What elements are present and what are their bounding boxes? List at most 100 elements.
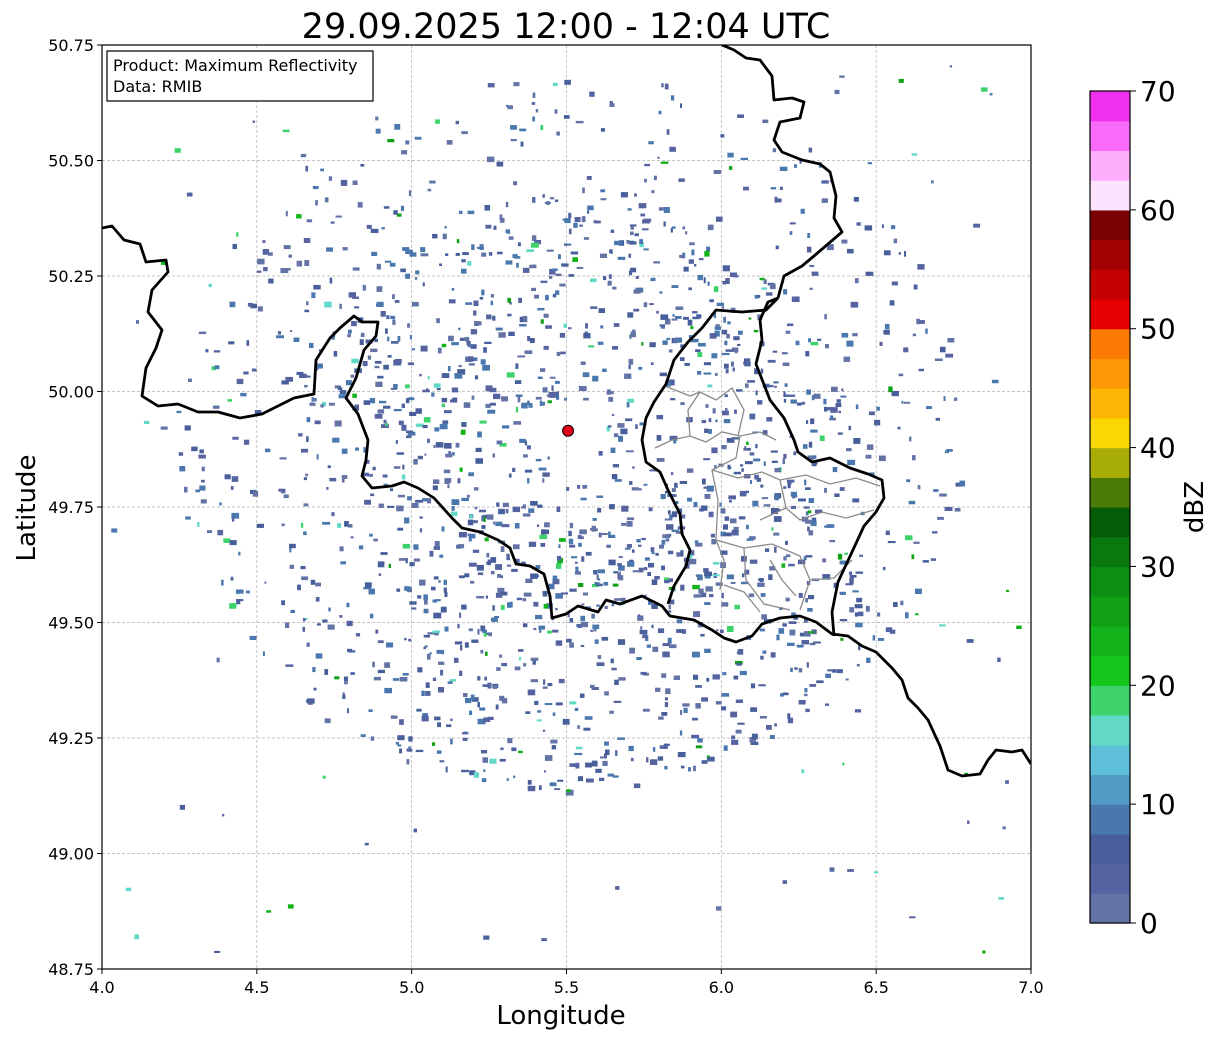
echo-cell: [507, 738, 513, 744]
echo-cell: [596, 495, 604, 498]
echo-cell: [779, 186, 783, 190]
colorbar-band: [1090, 91, 1130, 122]
echo-cell: [433, 612, 442, 619]
echo-cell: [360, 734, 366, 737]
echo-cell: [537, 710, 542, 713]
echo-cell: [405, 273, 410, 279]
echo-cell: [765, 292, 773, 296]
echo-cell: [400, 205, 405, 211]
echo-cell: [611, 413, 615, 417]
echo-cell: [536, 524, 540, 527]
echo-cell: [544, 703, 553, 706]
echo-cell: [568, 274, 575, 277]
echo-cell: [458, 532, 467, 538]
echo-cell: [638, 366, 643, 370]
echo-cell: [374, 360, 382, 364]
echo-cell: [590, 306, 598, 309]
echo-cell: [890, 225, 896, 230]
echo-cell: [745, 383, 749, 388]
echo-cell: [313, 398, 317, 402]
echo-cell: [465, 697, 472, 704]
echo-cell: [714, 373, 718, 376]
echo-cell: [663, 207, 670, 213]
echo-cell: [508, 236, 514, 240]
echo-cell: [925, 328, 928, 334]
echo-cell: [584, 716, 593, 720]
echo-cell: [666, 337, 671, 340]
echo-cell: [363, 587, 372, 590]
echo-cell: [725, 278, 730, 284]
echo-cell: [690, 326, 694, 330]
echo-cell: [235, 589, 244, 594]
echo-cell: [761, 497, 769, 500]
echo-cell: [498, 332, 506, 338]
echo-cell: [789, 222, 796, 225]
echo-cell: [656, 435, 662, 441]
echo-cell: [680, 344, 685, 348]
echo-cell: [748, 593, 755, 598]
echo-cell: [627, 208, 632, 211]
echo-cell: [604, 741, 609, 746]
echo-cell: [858, 645, 861, 651]
colorbar-label: dBZ: [1180, 481, 1210, 533]
echo-cell: [577, 624, 582, 628]
echo-cell: [391, 341, 399, 344]
echo-cell: [433, 383, 441, 388]
echo-cell: [614, 679, 619, 685]
echo-cell: [184, 486, 188, 493]
echo-cell: [554, 380, 560, 384]
echo-cell: [612, 286, 617, 290]
echo-cell: [580, 497, 587, 501]
echo-cell: [680, 584, 685, 591]
echo-cell: [542, 478, 545, 483]
echo-cell: [750, 741, 759, 745]
echo-cell: [422, 713, 428, 719]
echo-cell: [785, 540, 788, 545]
echo-cell: [643, 483, 648, 486]
colorbar-tick-label: 70: [1140, 75, 1176, 108]
echo-cell: [502, 502, 509, 507]
echo-cell: [554, 109, 558, 114]
echo-cell: [847, 869, 854, 872]
x-tick-label: 6.5: [863, 978, 888, 997]
echo-cell: [374, 413, 383, 419]
echo-cell: [265, 448, 271, 453]
echo-cell: [331, 512, 335, 517]
echo-cell: [426, 388, 429, 391]
echo-cell: [477, 718, 486, 725]
echo-cell: [303, 238, 311, 243]
echo-cell: [744, 361, 751, 367]
echo-cell: [656, 458, 665, 462]
echo-cell: [199, 449, 204, 454]
echo-cell: [898, 252, 901, 255]
echo-cell: [606, 425, 610, 432]
echo-cell: [300, 566, 306, 570]
echo-cell: [484, 676, 487, 681]
echo-cell: [214, 950, 221, 953]
echo-cell: [306, 417, 311, 423]
echo-cell: [596, 574, 599, 580]
echo-cell: [470, 344, 477, 349]
echo-cell: [688, 558, 697, 565]
echo-cell: [730, 581, 736, 584]
colorbar-band: [1090, 388, 1130, 419]
echo-cell: [650, 547, 655, 552]
echo-cell: [542, 590, 548, 597]
echo-cell: [528, 541, 537, 547]
echo-cell: [518, 649, 524, 652]
echo-cell: [801, 401, 806, 405]
echo-cell: [542, 472, 550, 477]
echo-cell: [731, 735, 736, 740]
echo-cell: [407, 496, 412, 501]
echo-cell: [540, 319, 544, 324]
echo-cell: [458, 210, 463, 214]
echo-cell: [276, 335, 284, 339]
colorbar-band: [1090, 150, 1130, 181]
echo-cell: [334, 676, 340, 680]
echo-cell: [612, 464, 619, 468]
echo-cell: [358, 545, 364, 550]
echo-cell: [649, 342, 656, 348]
echo-cell: [500, 575, 503, 579]
echo-cell: [370, 228, 379, 233]
echo-cell: [605, 749, 610, 756]
